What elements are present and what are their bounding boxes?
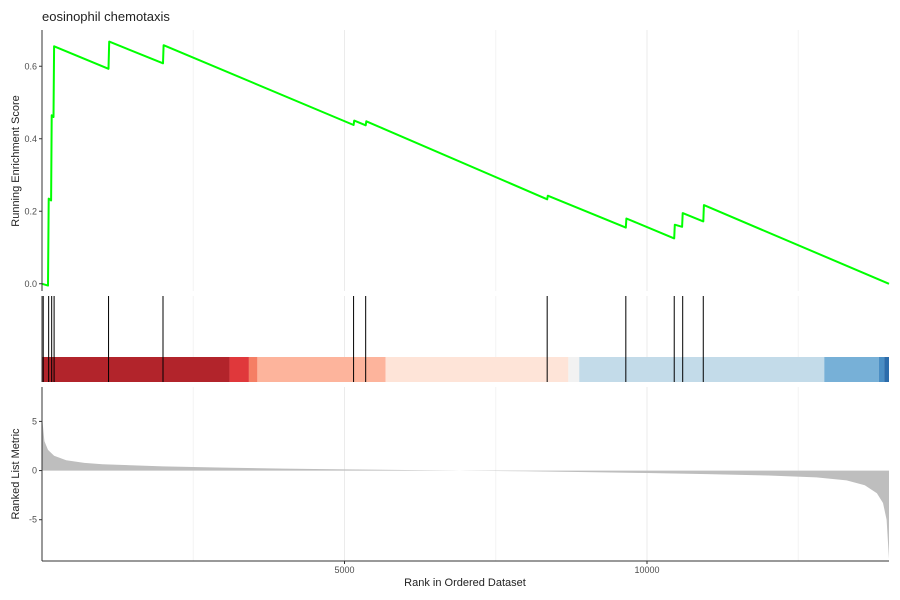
ranked-metric-panel: 5 0 -5 5000 10000 Ranked List Metric Rank i… bbox=[10, 387, 889, 589]
y-tick-label: 0.0 bbox=[24, 279, 37, 289]
enrichment-y-axis-label: Running Enrichment Score bbox=[10, 95, 22, 226]
color-bar-segment bbox=[229, 357, 249, 382]
color-bar-segment bbox=[248, 357, 258, 382]
rank-color-bar bbox=[42, 357, 889, 382]
gene-hits-panel bbox=[41, 296, 889, 382]
enrichment-score-panel: 0.0 0.2 0.4 0.6 Running Enrichment Score bbox=[10, 30, 890, 291]
color-bar-segment bbox=[824, 357, 879, 382]
color-bar-segment bbox=[878, 357, 885, 382]
x-axis-label: Rank in Ordered Dataset bbox=[404, 577, 526, 589]
y-tick-label: 0.4 bbox=[24, 134, 37, 144]
ranked-metric-area bbox=[42, 416, 889, 559]
y-tick-label: 0.6 bbox=[24, 61, 37, 71]
y-tick-label: -5 bbox=[29, 515, 37, 525]
x-axis-ticks: 5000 10000 bbox=[334, 561, 660, 575]
gene-hit-marks bbox=[42, 296, 704, 382]
x-tick-label: 10000 bbox=[634, 565, 659, 575]
ranked-metric-y-axis-label: Ranked List Metric bbox=[10, 428, 22, 520]
y-tick-label: 0 bbox=[32, 466, 37, 476]
y-tick-label: 5 bbox=[32, 416, 37, 426]
ranked-metric-y-ticks: 5 0 -5 bbox=[29, 416, 42, 525]
color-bar-segment bbox=[385, 357, 569, 382]
y-tick-label: 0.2 bbox=[24, 206, 37, 216]
color-bar-segment bbox=[884, 357, 889, 382]
enrichment-gridlines bbox=[192, 30, 799, 291]
running-enrichment-score-line bbox=[41, 40, 890, 287]
color-bar-segment bbox=[257, 357, 386, 382]
chart-title: eosinophil chemotaxis bbox=[42, 9, 170, 24]
x-tick-label: 5000 bbox=[334, 565, 354, 575]
color-bar-segment bbox=[42, 357, 230, 382]
color-bar-segment bbox=[568, 357, 580, 382]
enrichment-y-ticks: 0.0 0.2 0.4 0.6 bbox=[24, 61, 42, 289]
color-bar-segment bbox=[579, 357, 825, 382]
